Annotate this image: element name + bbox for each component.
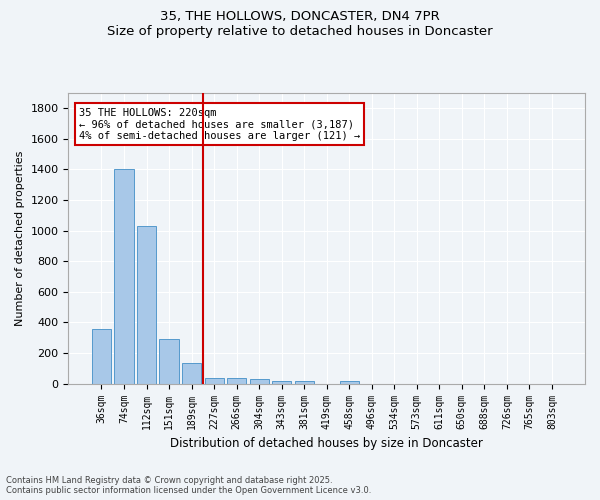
Bar [272,381,291,384]
Bar [250,379,269,384]
Bar [115,170,134,384]
Text: Contains HM Land Registry data © Crown copyright and database right 2025.
Contai: Contains HM Land Registry data © Crown c… [6,476,371,495]
Bar [182,363,201,384]
Bar [160,340,179,384]
Bar [205,378,224,384]
Bar [295,382,314,384]
Bar [340,380,359,384]
Text: 35 THE HOLLOWS: 220sqm
← 96% of detached houses are smaller (3,187)
4% of semi-d: 35 THE HOLLOWS: 220sqm ← 96% of detached… [79,108,360,140]
Bar [92,328,111,384]
Bar [227,378,246,384]
Y-axis label: Number of detached properties: Number of detached properties [15,150,25,326]
Text: 35, THE HOLLOWS, DONCASTER, DN4 7PR
Size of property relative to detached houses: 35, THE HOLLOWS, DONCASTER, DN4 7PR Size… [107,10,493,38]
X-axis label: Distribution of detached houses by size in Doncaster: Distribution of detached houses by size … [170,437,483,450]
Bar [137,226,156,384]
